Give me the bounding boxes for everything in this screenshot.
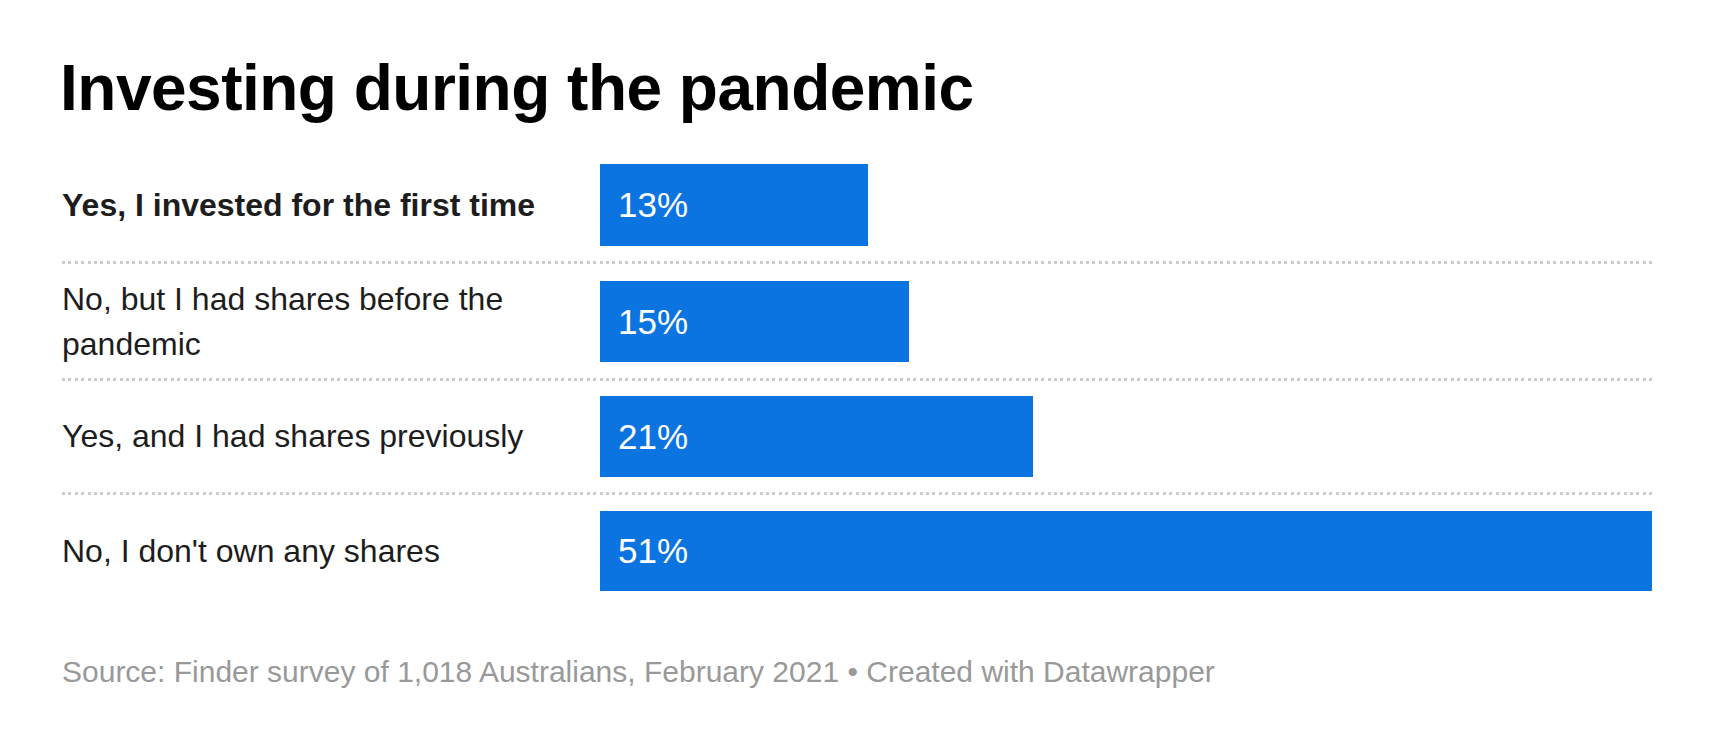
bar-row-label: No, I don't own any shares bbox=[62, 511, 582, 591]
source-separator-dot: • bbox=[847, 655, 858, 688]
source-text: Finder survey of 1,018 Australians, Febr… bbox=[174, 655, 839, 688]
bar: 13% bbox=[600, 164, 868, 246]
bar-row: Yes, I invested for the first time 13% bbox=[0, 164, 1716, 246]
bar: 21% bbox=[600, 396, 1033, 477]
row-separator bbox=[62, 261, 1652, 264]
row-separator bbox=[62, 378, 1652, 381]
bar-value-label: 51% bbox=[600, 531, 688, 571]
source-prefix: Source: bbox=[62, 655, 165, 688]
bar: 15% bbox=[600, 281, 909, 362]
chart-title: Investing during the pandemic bbox=[60, 56, 974, 120]
chart-container: Investing during the pandemic Yes, I inv… bbox=[0, 0, 1716, 750]
bar-row-label: Yes, and I had shares previously bbox=[62, 396, 582, 477]
source-line: Source: Finder survey of 1,018 Australia… bbox=[62, 654, 1215, 690]
bar-value-label: 13% bbox=[600, 185, 688, 225]
bar-row-label: No, but I had shares before the pandemic bbox=[62, 281, 582, 362]
bar-row-label: Yes, I invested for the first time bbox=[62, 164, 582, 246]
row-separator bbox=[62, 492, 1652, 495]
bar-row: No, but I had shares before the pandemic… bbox=[0, 281, 1716, 362]
bar-value-label: 21% bbox=[600, 417, 688, 457]
bar: 51% bbox=[600, 511, 1652, 591]
credit-text: Created with Datawrapper bbox=[866, 655, 1215, 688]
bar-row: Yes, and I had shares previously 21% bbox=[0, 396, 1716, 477]
bar-row: No, I don't own any shares 51% bbox=[0, 511, 1716, 591]
bar-value-label: 15% bbox=[600, 302, 688, 342]
